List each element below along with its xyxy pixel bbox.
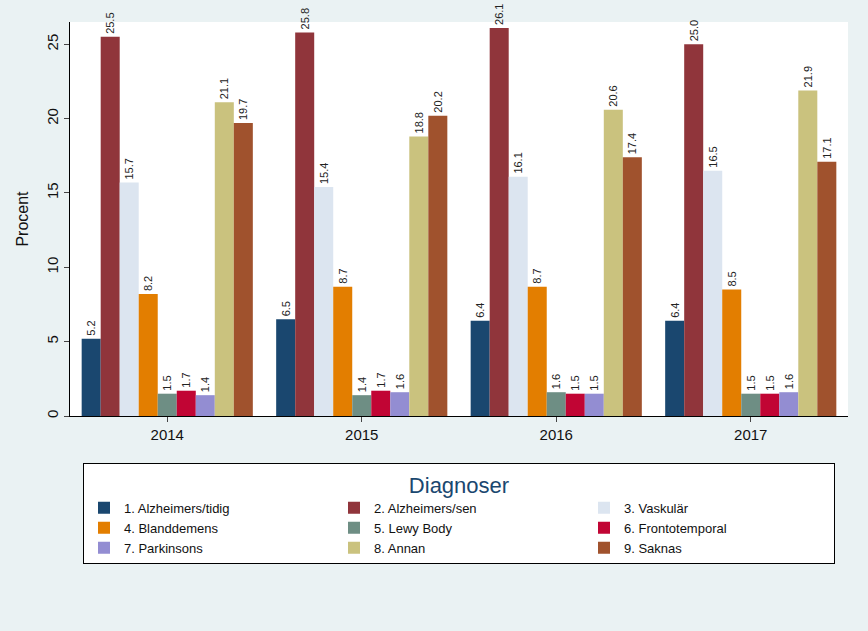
svg-text:1.7: 1.7 [180, 372, 192, 387]
svg-text:15.7: 15.7 [123, 158, 135, 179]
svg-text:25: 25 [44, 34, 61, 51]
svg-text:18.8: 18.8 [413, 112, 425, 133]
svg-text:1.5: 1.5 [569, 375, 581, 390]
svg-text:25.0: 25.0 [688, 20, 700, 41]
svg-text:1.7: 1.7 [375, 372, 387, 387]
svg-text:1.5: 1.5 [588, 375, 600, 390]
svg-text:1.5: 1.5 [764, 375, 776, 390]
svg-text:2. Alzheimers/sen: 2. Alzheimers/sen [374, 501, 477, 516]
svg-text:26.1: 26.1 [493, 4, 505, 25]
svg-text:8. Annan: 8. Annan [374, 541, 425, 556]
svg-text:7. Parkinsons: 7. Parkinsons [124, 541, 203, 556]
svg-text:15: 15 [44, 182, 61, 199]
svg-text:8.7: 8.7 [531, 268, 543, 283]
svg-text:8.2: 8.2 [142, 276, 154, 291]
svg-text:5.2: 5.2 [85, 320, 97, 335]
svg-text:5. Lewy Body: 5. Lewy Body [374, 521, 453, 536]
svg-text:17.1: 17.1 [821, 137, 833, 158]
svg-text:1.4: 1.4 [199, 377, 211, 392]
svg-text:4. Blanddemens: 4. Blanddemens [124, 521, 218, 536]
svg-text:2017: 2017 [734, 426, 767, 443]
svg-text:2014: 2014 [151, 426, 184, 443]
svg-text:25.8: 25.8 [299, 8, 311, 29]
svg-text:1.6: 1.6 [550, 374, 562, 389]
svg-text:Procent: Procent [14, 191, 31, 247]
svg-text:15.4: 15.4 [318, 163, 330, 184]
svg-text:8.5: 8.5 [726, 271, 738, 286]
svg-text:10: 10 [44, 257, 61, 274]
svg-text:0: 0 [44, 410, 61, 418]
svg-text:6.5: 6.5 [280, 301, 292, 316]
svg-text:17.4: 17.4 [626, 133, 638, 154]
svg-text:1. Alzheimers/tidig: 1. Alzheimers/tidig [124, 501, 230, 516]
svg-text:Diagnoser: Diagnoser [409, 473, 509, 498]
svg-text:1.5: 1.5 [161, 375, 173, 390]
svg-text:16.1: 16.1 [512, 152, 524, 173]
svg-text:20.6: 20.6 [607, 85, 619, 106]
svg-text:16.5: 16.5 [707, 146, 719, 167]
svg-text:1.5: 1.5 [745, 375, 757, 390]
svg-text:21.9: 21.9 [802, 66, 814, 87]
svg-text:2016: 2016 [540, 426, 573, 443]
svg-text:5: 5 [44, 335, 61, 343]
svg-text:6.4: 6.4 [669, 303, 681, 318]
svg-text:20.2: 20.2 [432, 91, 444, 112]
svg-text:8.7: 8.7 [337, 268, 349, 283]
svg-text:9. Saknas: 9. Saknas [624, 541, 682, 556]
svg-text:6. Frontotemporal: 6. Frontotemporal [624, 521, 727, 536]
svg-text:2015: 2015 [345, 426, 378, 443]
svg-text:1.6: 1.6 [783, 374, 795, 389]
svg-text:19.7: 19.7 [237, 99, 249, 120]
svg-text:25.5: 25.5 [104, 12, 116, 33]
svg-text:3. Vaskulär: 3. Vaskulär [624, 501, 689, 516]
svg-text:20: 20 [44, 108, 61, 125]
svg-text:6.4: 6.4 [474, 303, 486, 318]
svg-text:21.1: 21.1 [218, 78, 230, 99]
svg-text:1.4: 1.4 [356, 377, 368, 392]
svg-text:1.6: 1.6 [394, 374, 406, 389]
